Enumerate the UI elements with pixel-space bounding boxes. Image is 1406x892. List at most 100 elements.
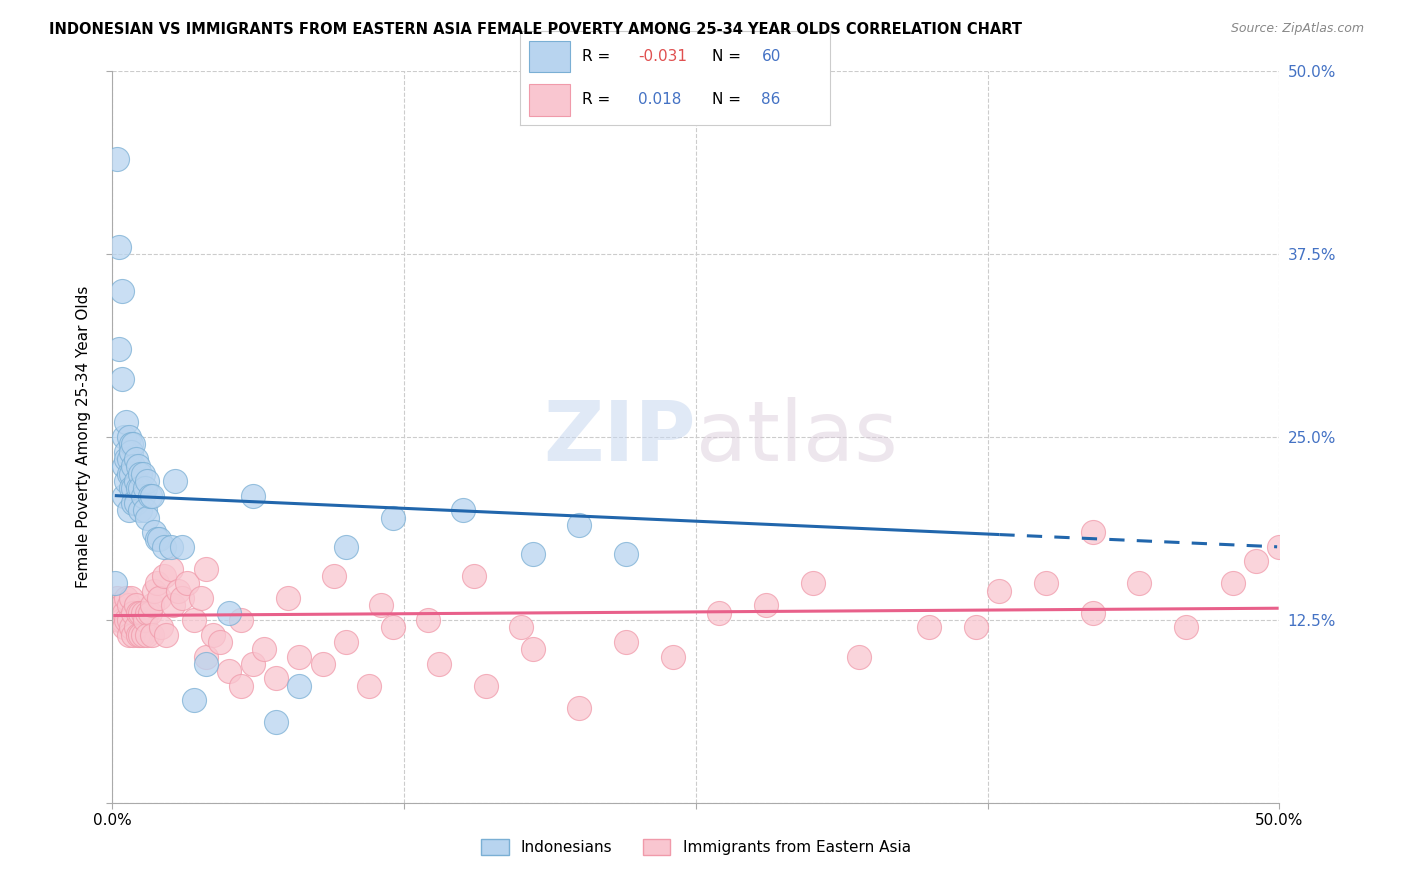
- Point: [112, 430, 135, 444]
- Point: [112, 606, 135, 620]
- Point: [115, 416, 138, 430]
- Point: [264, 715, 287, 730]
- Point: [229, 613, 252, 627]
- Point: [111, 284, 134, 298]
- Point: [118, 627, 141, 641]
- Point: [148, 591, 170, 605]
- Point: [148, 533, 170, 547]
- Point: [122, 496, 145, 510]
- Point: [129, 503, 152, 517]
- Point: [218, 606, 240, 620]
- Point: [120, 437, 142, 451]
- Point: [115, 613, 138, 627]
- Point: [136, 474, 159, 488]
- Point: [801, 576, 824, 591]
- Point: [755, 599, 778, 613]
- Point: [194, 649, 217, 664]
- Point: [125, 620, 148, 634]
- Text: 0.018: 0.018: [638, 92, 681, 107]
- Text: atlas: atlas: [696, 397, 897, 477]
- Point: [1175, 620, 1198, 634]
- Point: [253, 642, 276, 657]
- Point: [115, 591, 138, 605]
- Point: [335, 635, 357, 649]
- Point: [160, 540, 183, 554]
- Point: [229, 679, 252, 693]
- Point: [1081, 525, 1104, 540]
- Point: [129, 606, 152, 620]
- Point: [104, 576, 127, 591]
- Text: N =: N =: [711, 49, 745, 64]
- Point: [111, 599, 134, 613]
- Point: [988, 583, 1011, 598]
- Y-axis label: Female Poverty Among 25-34 Year Olds: Female Poverty Among 25-34 Year Olds: [76, 286, 91, 588]
- Bar: [530, 84, 569, 116]
- Point: [112, 620, 135, 634]
- Point: [108, 240, 131, 254]
- Point: [451, 503, 474, 517]
- Point: [661, 649, 683, 664]
- Point: [118, 452, 141, 467]
- Point: [118, 503, 141, 517]
- Point: [146, 576, 169, 591]
- Point: [176, 576, 198, 591]
- Point: [153, 540, 176, 554]
- Point: [127, 606, 149, 620]
- Point: [1244, 554, 1267, 568]
- Point: [122, 481, 145, 495]
- Point: [115, 452, 138, 467]
- Text: -0.031: -0.031: [638, 49, 686, 64]
- Point: [568, 700, 591, 714]
- Point: [136, 627, 159, 641]
- Point: [614, 547, 637, 561]
- Point: [141, 489, 163, 503]
- Point: [132, 606, 155, 620]
- Point: [105, 591, 128, 605]
- Text: ZIP: ZIP: [544, 397, 696, 477]
- Point: [111, 613, 134, 627]
- Point: [125, 474, 148, 488]
- Point: [965, 620, 987, 634]
- Point: [129, 467, 152, 481]
- Point: [172, 591, 194, 605]
- Point: [194, 657, 217, 671]
- Point: [115, 474, 138, 488]
- Point: [155, 627, 177, 641]
- Point: [104, 599, 127, 613]
- Point: [127, 627, 149, 641]
- Point: [118, 467, 141, 481]
- Point: [335, 540, 357, 554]
- Point: [118, 430, 141, 444]
- Point: [264, 672, 287, 686]
- Point: [120, 444, 142, 458]
- Legend: Indonesians, Immigrants from Eastern Asia: Indonesians, Immigrants from Eastern Asi…: [475, 833, 917, 861]
- Point: [143, 583, 166, 598]
- Point: [427, 657, 450, 671]
- Point: [122, 459, 145, 474]
- Point: [127, 481, 149, 495]
- Point: [1128, 576, 1150, 591]
- Point: [122, 437, 145, 451]
- Point: [166, 583, 188, 598]
- Point: [143, 525, 166, 540]
- Text: 60: 60: [762, 49, 780, 64]
- Point: [120, 591, 142, 605]
- Point: [125, 496, 148, 510]
- Point: [1268, 540, 1291, 554]
- Point: [463, 569, 485, 583]
- Point: [848, 649, 870, 664]
- Point: [118, 613, 141, 627]
- Point: [288, 679, 311, 693]
- Point: [122, 627, 145, 641]
- Point: [381, 620, 404, 634]
- Point: [1222, 576, 1244, 591]
- Text: INDONESIAN VS IMMIGRANTS FROM EASTERN ASIA FEMALE POVERTY AMONG 25-34 YEAR OLDS : INDONESIAN VS IMMIGRANTS FROM EASTERN AS…: [49, 22, 1022, 37]
- Point: [1081, 606, 1104, 620]
- Point: [108, 606, 131, 620]
- Point: [323, 569, 346, 583]
- Point: [129, 627, 152, 641]
- Point: [111, 371, 134, 385]
- Point: [475, 679, 498, 693]
- Point: [132, 467, 155, 481]
- Point: [568, 517, 591, 532]
